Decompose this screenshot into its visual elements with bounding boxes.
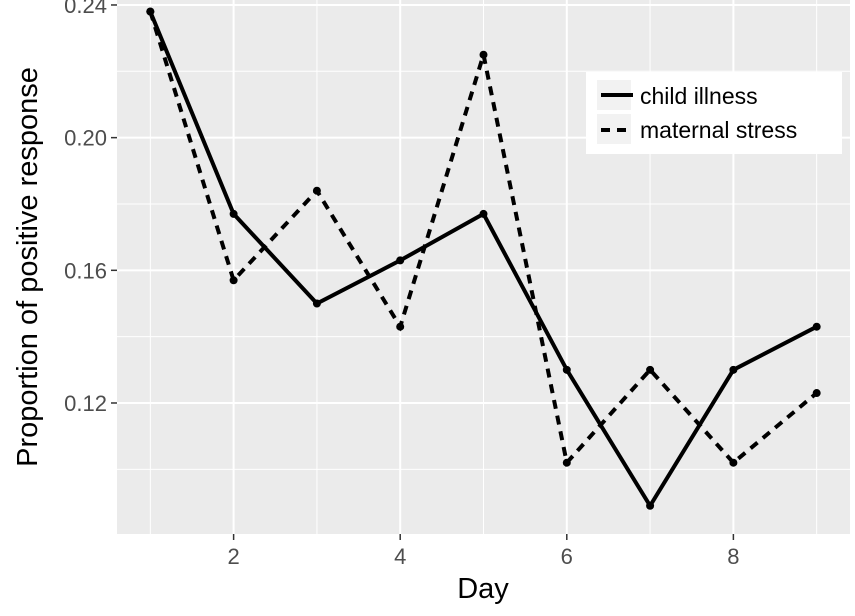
data-point-child-illness — [312, 299, 321, 308]
x-axis-title: Day — [457, 573, 509, 605]
data-point-maternal-stress — [396, 322, 405, 331]
data-point-maternal-stress — [646, 365, 655, 374]
data-point-child-illness — [479, 209, 488, 218]
data-point-child-illness — [812, 322, 821, 331]
series-line-maternal-stress — [148, 11, 818, 467]
x-tick-label: 4 — [394, 544, 406, 569]
data-point-maternal-stress — [812, 389, 821, 398]
legend: child illness maternal stress — [586, 72, 842, 154]
x-tick-label: 8 — [727, 544, 739, 569]
data-point-child-illness — [562, 365, 571, 374]
data-point-child-illness — [396, 256, 405, 265]
data-point-maternal-stress — [729, 458, 738, 467]
legend-label-child-illness: child illness — [640, 83, 758, 109]
x-tick-label: 6 — [561, 544, 573, 569]
y-tick-label: 0.16 — [64, 258, 107, 283]
y-tick-label: 0.20 — [64, 126, 107, 151]
data-point-maternal-stress — [479, 50, 488, 59]
data-point-maternal-stress — [312, 186, 321, 195]
x-axis-ticks: 2 4 6 8 — [227, 534, 740, 569]
data-point-child-illness — [729, 365, 738, 374]
x-tick-label: 2 — [227, 544, 239, 569]
y-axis-ticks: 0.12 0.16 0.20 0.24 — [64, 0, 117, 416]
legend-label-maternal-stress: maternal stress — [640, 117, 797, 143]
data-point-maternal-stress — [146, 7, 155, 16]
data-point-child-illness — [229, 209, 238, 218]
data-point-maternal-stress — [229, 276, 238, 285]
y-axis-title: Proportion of positive response — [12, 67, 44, 467]
data-point-maternal-stress — [562, 458, 571, 467]
data-point-child-illness — [646, 501, 655, 510]
y-tick-label: 0.24 — [64, 0, 107, 18]
major-gridlines — [117, 0, 850, 534]
series-layer — [146, 7, 821, 510]
y-tick-label: 0.12 — [64, 391, 107, 416]
